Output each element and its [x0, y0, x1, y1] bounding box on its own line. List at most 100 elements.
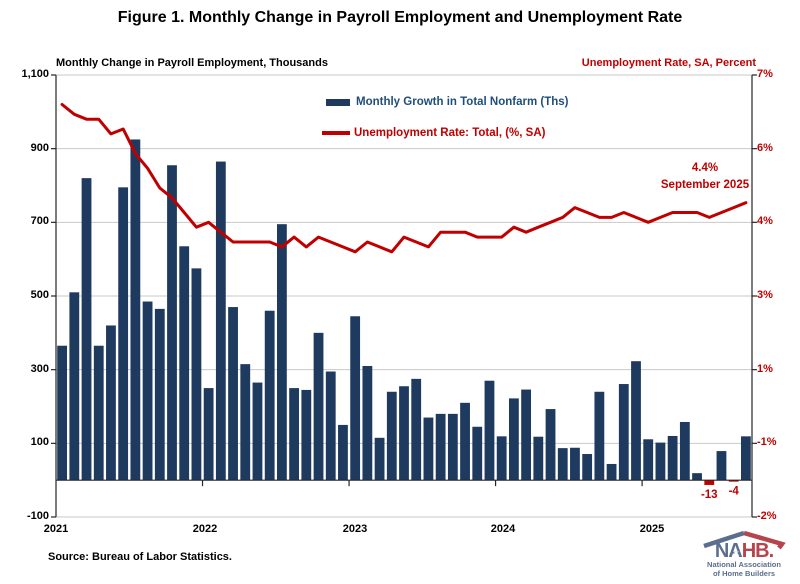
logo-subtext-2: of Home Builders: [713, 569, 775, 578]
logo-period: .: [769, 540, 774, 562]
payroll-bar: [484, 380, 495, 481]
x-axis-year-label: 2021: [43, 523, 69, 535]
payroll-bar: [167, 165, 177, 481]
payroll-bar: [435, 413, 446, 481]
payroll-bar: [716, 451, 727, 481]
negative-bar-label: -13: [701, 489, 718, 501]
legend-bars-label: Monthly Growth in Total Nonfarm (Ths): [356, 96, 569, 108]
y-axis-label-right: 3%: [757, 289, 773, 301]
y-axis-label-left: 900: [30, 141, 49, 154]
payroll-bar: [374, 437, 385, 481]
payroll-bar: [594, 391, 605, 481]
payroll-bar: [655, 442, 666, 481]
payroll-bar: [728, 480, 739, 482]
negative-bar-label: -4: [729, 486, 740, 498]
payroll-bar: [447, 413, 458, 481]
y-axis-label-right: 7%: [757, 68, 773, 80]
payroll-bar: [276, 224, 287, 481]
payroll-bar: [289, 388, 300, 481]
payroll-bar: [704, 480, 715, 485]
y-axis-label-left: 700: [30, 215, 49, 228]
annotation-value: 4.4%: [691, 162, 719, 174]
payroll-bar: [679, 421, 690, 481]
y-axis-label-left: 500: [30, 289, 49, 301]
payroll-bar: [386, 391, 397, 481]
x-axis-year-label: 2025: [639, 523, 665, 535]
right-axis-title: Unemployment Rate, SA, Percent: [581, 57, 756, 69]
line-series-swatch: [322, 131, 350, 135]
payroll-bar: [325, 371, 336, 481]
payroll-bar: [667, 435, 678, 481]
payroll-bar: [411, 378, 422, 481]
logo-star-icon: ★: [732, 548, 739, 557]
payroll-bar: [399, 386, 409, 481]
payroll-bar: [643, 439, 654, 481]
payroll-bar: [228, 307, 238, 481]
x-axis-year-label: 2022: [192, 523, 218, 535]
logo-subtext-1: National Association: [707, 560, 781, 569]
payroll-bar: [472, 426, 483, 481]
payroll-bar: [631, 361, 641, 481]
payroll-bar: [582, 454, 593, 481]
payroll-bar: [215, 161, 226, 481]
y-axis-label-left: 100: [30, 436, 49, 449]
payroll-bar: [545, 409, 556, 481]
payroll-bar: [338, 424, 348, 481]
logo-text-hb: HB: [742, 540, 769, 562]
y-axis-label-right: 4%: [757, 215, 773, 228]
payroll-bar: [606, 463, 617, 481]
latest-unemployment-annotation: 4.4% September 2025: [630, 160, 780, 194]
payroll-bar: [240, 364, 251, 481]
payroll-bar: [69, 292, 80, 481]
logo-text-na: NA: [715, 540, 742, 562]
payroll-bar: [106, 325, 116, 481]
y-axis-label-right: 1%: [757, 362, 773, 375]
legend-line-label: Unemployment Rate: Total, (%, SA): [354, 127, 546, 139]
payroll-bar: [81, 178, 92, 481]
payroll-bar: [130, 139, 141, 481]
payroll-bar: [508, 398, 519, 481]
payroll-bar: [557, 448, 568, 481]
payroll-bar: [264, 310, 275, 481]
x-axis-year-label: 2023: [342, 523, 368, 535]
page-title: Figure 1. Monthly Change in Payroll Empl…: [117, 9, 683, 26]
payroll-bar: [154, 308, 165, 481]
payroll-bar: [521, 389, 532, 481]
nahb-logo-graphic: NAHB. ★ National Association of Home Bui…: [703, 530, 786, 578]
y-axis-label-left: -100: [26, 510, 49, 522]
x-axis-year-label: 2024: [490, 523, 516, 535]
payroll-bar: [118, 187, 129, 481]
roof-right-icon: [743, 530, 786, 550]
payroll-bar: [423, 417, 434, 481]
payroll-bar: [57, 345, 68, 481]
unemployment-line: [60, 103, 748, 254]
y-axis-label-right: 6%: [757, 141, 773, 154]
y-axis-label-right: -2%: [757, 510, 777, 522]
annotation-period: September 2025: [660, 179, 750, 191]
payroll-bar: [692, 473, 702, 481]
legend-item-bars: Monthly Growth in Total Nonfarm (Ths): [326, 96, 569, 108]
payroll-bar: [142, 301, 153, 481]
left-axis-title: Monthly Change in Payroll Employment, Th…: [56, 57, 328, 69]
payroll-bar: [191, 268, 202, 481]
y-axis-label-left: 1,100: [21, 68, 49, 80]
payroll-bar: [533, 436, 544, 481]
nahb-logo: NAHB. ★ National Association of Home Bui…: [692, 525, 796, 579]
source-note: Source: Bureau of Labor Statistics.: [48, 551, 232, 563]
payroll-bar: [93, 345, 104, 481]
payroll-bar: [350, 316, 361, 481]
payroll-bar: [301, 389, 312, 481]
payroll-bar: [203, 388, 214, 481]
payroll-bar: [570, 447, 580, 481]
payroll-bar: [496, 436, 507, 481]
payroll-bar: [362, 365, 373, 481]
y-axis-label-left: 300: [30, 362, 49, 375]
y-axis-label-right: -1%: [757, 436, 777, 449]
bar-series-swatch: [326, 98, 350, 106]
payroll-bar: [179, 246, 190, 481]
legend-item-line: Unemployment Rate: Total, (%, SA): [322, 127, 545, 139]
roof-left-icon: [703, 530, 745, 549]
payroll-bar: [252, 382, 263, 481]
payroll-bar: [618, 384, 629, 481]
